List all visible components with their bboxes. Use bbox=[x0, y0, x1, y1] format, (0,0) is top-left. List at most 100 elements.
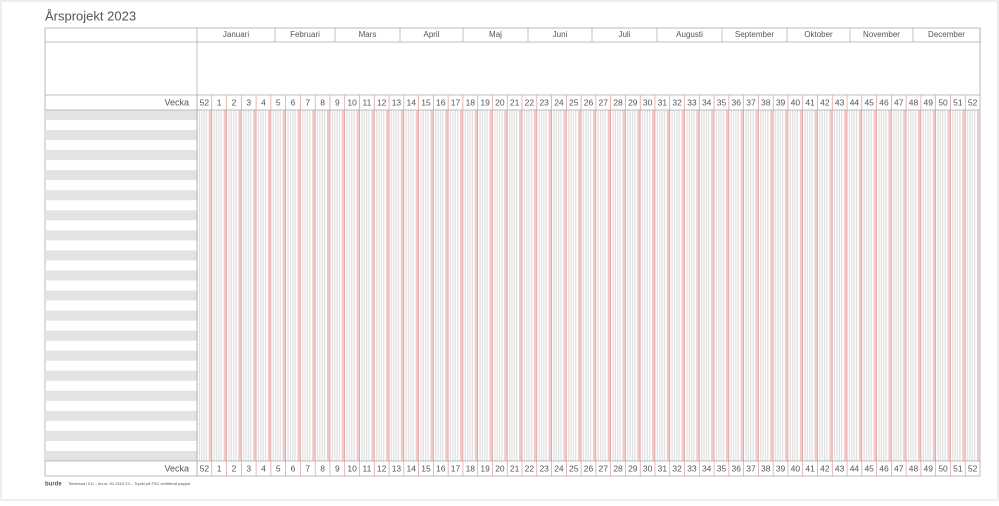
row-stripe bbox=[45, 270, 197, 281]
month-name: November bbox=[863, 30, 900, 39]
week-number: 23 bbox=[539, 463, 549, 473]
weekend-stripe bbox=[223, 110, 227, 461]
week-number: 37 bbox=[746, 463, 756, 473]
footer-note: Tillverkad i EU – Art.nr. 91 2315 23 – T… bbox=[68, 481, 191, 486]
week-number: 19 bbox=[480, 463, 490, 473]
month-name: September bbox=[735, 30, 774, 39]
week-number: 6 bbox=[291, 463, 296, 473]
month-name: Januari bbox=[223, 30, 249, 39]
week-number: 44 bbox=[850, 463, 860, 473]
week-number: 4 bbox=[261, 463, 266, 473]
row-stripe bbox=[45, 110, 197, 121]
week-number: 50 bbox=[938, 97, 948, 107]
week-number: 36 bbox=[732, 463, 742, 473]
week-number: 28 bbox=[613, 97, 623, 107]
month-name: Augusti bbox=[676, 30, 703, 39]
row-stripe bbox=[45, 430, 197, 441]
week-number: 8 bbox=[320, 97, 325, 107]
week-number: 34 bbox=[702, 97, 712, 107]
weekend-stripe bbox=[474, 110, 478, 461]
month-name: Februari bbox=[290, 30, 320, 39]
month-name: April bbox=[423, 30, 439, 39]
weekend-stripe bbox=[917, 110, 921, 461]
week-number: 46 bbox=[879, 97, 889, 107]
row-stripe bbox=[45, 390, 197, 401]
weekend-stripe bbox=[696, 110, 700, 461]
weekend-stripe bbox=[637, 110, 641, 461]
week-number: 5 bbox=[276, 97, 281, 107]
weekend-stripe bbox=[430, 110, 434, 461]
week-number: 9 bbox=[335, 97, 340, 107]
weekend-stripe bbox=[519, 110, 523, 461]
row-stripe bbox=[45, 130, 197, 141]
weekend-stripe bbox=[932, 110, 936, 461]
week-number: 37 bbox=[746, 97, 756, 107]
week-number: 21 bbox=[510, 97, 520, 107]
weekend-stripe bbox=[592, 110, 596, 461]
row-stripe bbox=[45, 290, 197, 301]
week-number: 36 bbox=[732, 97, 742, 107]
week-number: 24 bbox=[554, 463, 564, 473]
weekend-stripe bbox=[282, 110, 286, 461]
week-number: 13 bbox=[392, 97, 402, 107]
week-number: 45 bbox=[864, 97, 874, 107]
weekend-stripe bbox=[873, 110, 877, 461]
week-number: 40 bbox=[791, 97, 801, 107]
month-name: Juli bbox=[618, 30, 630, 39]
week-number: 18 bbox=[466, 463, 476, 473]
week-number: 3 bbox=[246, 463, 251, 473]
week-number: 43 bbox=[835, 463, 845, 473]
week-number: 19 bbox=[480, 97, 490, 107]
week-number: 34 bbox=[702, 463, 712, 473]
weekend-stripe bbox=[888, 110, 892, 461]
week-number: 47 bbox=[894, 97, 904, 107]
week-number: 11 bbox=[362, 97, 371, 107]
week-number: 15 bbox=[421, 97, 431, 107]
weekend-stripe bbox=[947, 110, 951, 461]
weekend-stripe bbox=[445, 110, 449, 461]
week-number: 22 bbox=[525, 463, 535, 473]
brand: burde bbox=[45, 482, 62, 488]
week-number: 21 bbox=[510, 463, 520, 473]
week-number: 9 bbox=[335, 463, 340, 473]
weekend-stripe bbox=[829, 110, 833, 461]
week-number: 30 bbox=[643, 463, 653, 473]
weekend-stripe bbox=[253, 110, 257, 461]
weekend-stripe bbox=[356, 110, 360, 461]
week-number: 4 bbox=[261, 97, 266, 107]
week-number: 29 bbox=[628, 97, 638, 107]
weekend-stripe bbox=[622, 110, 626, 461]
week-number: 27 bbox=[599, 97, 609, 107]
weekend-stripe bbox=[563, 110, 567, 461]
week-number: 51 bbox=[953, 97, 963, 107]
weekend-stripe bbox=[784, 110, 788, 461]
week-number: 47 bbox=[894, 463, 904, 473]
month-name: Oktober bbox=[804, 30, 833, 39]
weekend-stripe bbox=[770, 110, 774, 461]
week-number: 35 bbox=[717, 463, 727, 473]
weekend-stripe bbox=[858, 110, 862, 461]
weekend-stripe bbox=[459, 110, 463, 461]
week-number: 52 bbox=[200, 97, 210, 107]
weekend-stripe bbox=[504, 110, 508, 461]
weekend-stripe bbox=[533, 110, 537, 461]
row-stripe bbox=[45, 410, 197, 421]
week-number: 32 bbox=[672, 97, 682, 107]
week-number: 42 bbox=[820, 463, 830, 473]
row-stripe bbox=[45, 350, 197, 361]
row-stripe bbox=[45, 330, 197, 341]
week-number: 30 bbox=[643, 97, 653, 107]
weekend-stripe bbox=[341, 110, 345, 461]
weekend-stripe bbox=[400, 110, 404, 461]
month-name: Maj bbox=[489, 30, 502, 39]
week-number: 52 bbox=[968, 97, 978, 107]
month-name: Juni bbox=[553, 30, 568, 39]
week-number: 32 bbox=[672, 463, 682, 473]
week-number: 12 bbox=[377, 463, 387, 473]
week-number: 10 bbox=[347, 463, 357, 473]
row-stripe bbox=[45, 210, 197, 221]
weekend-stripe bbox=[903, 110, 907, 461]
weekend-stripe bbox=[371, 110, 375, 461]
week-number: 3 bbox=[246, 97, 251, 107]
